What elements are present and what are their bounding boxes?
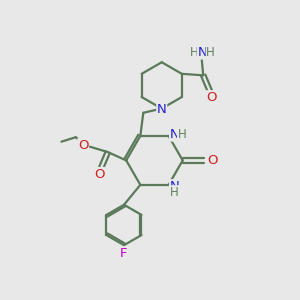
Text: N: N [197,46,207,59]
Text: O: O [207,154,218,167]
Text: F: F [120,247,127,260]
Text: H: H [178,128,186,141]
Text: N: N [169,180,179,193]
Text: O: O [78,139,88,152]
Text: N: N [157,103,166,116]
Text: H: H [170,186,179,199]
Text: O: O [206,91,217,104]
Text: O: O [94,168,105,181]
Text: N: N [169,128,179,141]
Text: H: H [190,46,199,59]
Text: H: H [206,46,215,59]
